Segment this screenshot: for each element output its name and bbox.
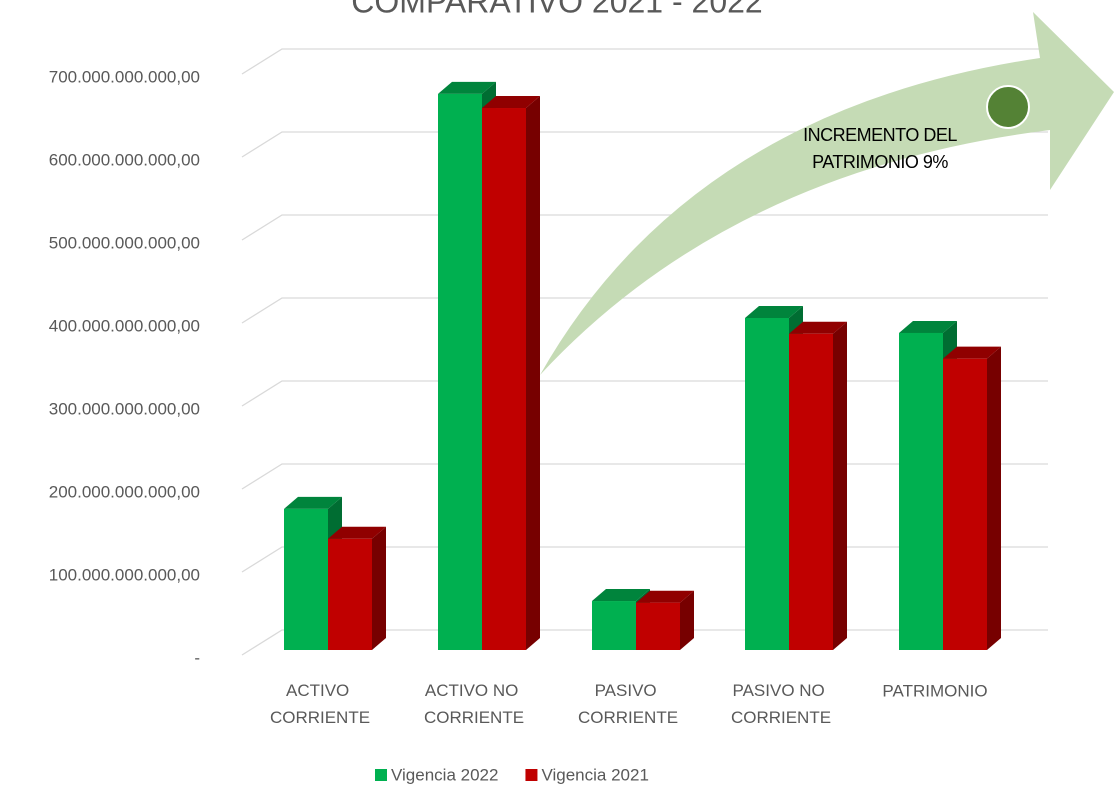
bar xyxy=(745,318,789,650)
bar-side xyxy=(680,590,694,650)
bar xyxy=(899,332,943,650)
bar xyxy=(482,108,526,650)
bar-top xyxy=(789,321,847,334)
y-tick-label: 500.000.000.000,00 xyxy=(49,233,200,252)
x-tick-label: ACTIVO CORRIENTE xyxy=(270,681,370,727)
bar xyxy=(328,538,372,650)
bar-side xyxy=(372,526,386,650)
annotation: INCREMENTO DEL xyxy=(803,125,957,145)
y-tick-label: 600.000.000.000,00 xyxy=(49,150,200,169)
bar-top xyxy=(943,346,1001,359)
bars xyxy=(284,81,1001,650)
grid-line xyxy=(241,214,1048,241)
y-tick-label: - xyxy=(194,648,200,667)
bar xyxy=(592,601,636,650)
x-tick-label: PATRIMONIO xyxy=(882,681,987,700)
bar xyxy=(943,358,987,650)
bar-top xyxy=(328,526,386,539)
x-tick-label: PASIVO CORRIENTE xyxy=(578,681,678,727)
bar-top xyxy=(482,96,540,109)
bar-top xyxy=(745,306,803,318)
x-tick-label: ACTIVO NO CORRIENTE xyxy=(424,681,524,727)
x-tick-label: PASIVO NO CORRIENTE xyxy=(731,681,831,727)
bar-top xyxy=(438,81,496,94)
bar xyxy=(438,93,482,650)
grid xyxy=(241,48,1048,656)
y-tick-label: 100.000.000.000,00 xyxy=(49,565,200,584)
y-tick-label: 200.000.000.000,00 xyxy=(49,482,200,501)
bar xyxy=(284,508,328,650)
bar-side xyxy=(526,96,540,650)
chart-title: COMPARATIVO 2021 - 2022 xyxy=(351,0,762,19)
legend-swatch xyxy=(375,769,387,781)
bar-side xyxy=(987,346,1001,650)
bar-top xyxy=(899,320,957,333)
y-tick-label: 300.000.000.000,00 xyxy=(49,399,200,418)
bar xyxy=(636,602,680,650)
bar-top xyxy=(592,589,650,602)
bar-top xyxy=(636,590,694,603)
legend-swatch xyxy=(525,769,538,781)
grid-line xyxy=(241,48,1048,75)
y-tick-label: 400.000.000.000,00 xyxy=(49,316,200,335)
bar-side xyxy=(833,321,847,650)
annotation: PATRIMONIO 9% xyxy=(812,152,948,172)
marker-dot xyxy=(986,85,1030,129)
grid-line xyxy=(241,131,1048,158)
bar xyxy=(789,333,833,650)
grid-line xyxy=(241,297,1048,324)
increase-arrow xyxy=(540,12,1114,375)
bar-top xyxy=(284,496,342,509)
legend-label: Vigencia 2021 xyxy=(541,765,648,784)
legend-label: Vigencia 2022 xyxy=(391,765,498,784)
y-tick-label: 700.000.000.000,00 xyxy=(49,67,200,86)
